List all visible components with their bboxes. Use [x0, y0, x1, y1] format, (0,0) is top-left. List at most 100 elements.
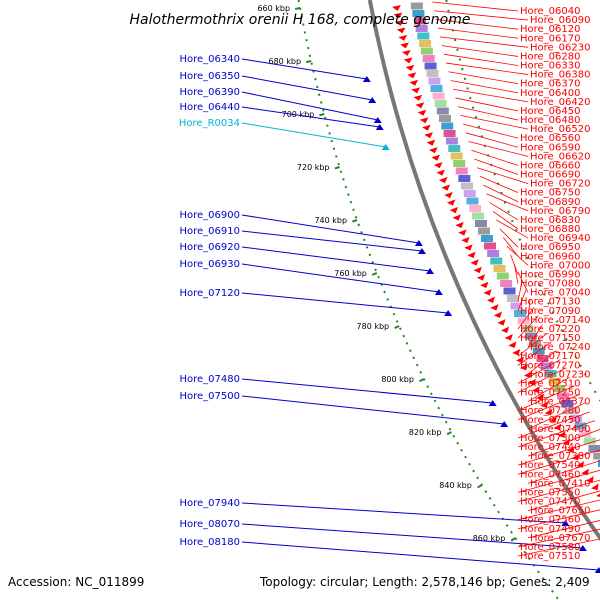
gene-leader-line	[241, 230, 423, 252]
minus-strand-gene-label: Hore_08070	[180, 519, 241, 530]
gene-leader-line	[527, 298, 531, 320]
minus-strand-gene-label: Hore_06440	[180, 102, 241, 113]
plus-strand-gene-arrow	[473, 266, 482, 274]
plus-strand-gene-arrow	[446, 199, 456, 206]
gene-leader-line	[434, 10, 529, 21]
plus-strand-gene-label: Hore_07410	[530, 478, 591, 489]
plus-strand-gene-arrow	[424, 132, 433, 139]
plus-strand-gene-arrow	[436, 169, 445, 176]
minus-strand-gene-label: Hore_R0034	[179, 118, 240, 129]
gene-leader-line	[241, 395, 505, 425]
plus-strand-gene-label: Hore_07510	[520, 551, 581, 562]
plus-strand-gene-label: Hore_07490	[520, 524, 581, 535]
plus-strand-gene-arrow	[490, 304, 499, 311]
cog-category-block	[548, 377, 561, 385]
plus-strand-gene-arrow	[586, 476, 594, 483]
cog-category-block	[415, 25, 428, 32]
gene-leader-line	[241, 263, 439, 293]
gene-leader-line	[517, 420, 596, 448]
plus-strand-gene-arrow	[398, 35, 408, 41]
cog-category-block	[472, 212, 485, 220]
plus-strand-gene-label: Hore_07310	[520, 378, 581, 389]
plus-strand-gene-arrow	[519, 363, 528, 371]
ruler-tick-label: 760 kbp	[334, 269, 367, 278]
plus-strand-gene-arrow	[549, 416, 557, 423]
plus-strand-gene-arrow	[405, 64, 415, 71]
plus-strand-gene-label: Hore_07040	[530, 288, 591, 299]
gene-leader-line	[492, 210, 519, 230]
plus-strand-gene-arrow	[395, 20, 404, 26]
plus-strand-gene-label: Hore_06790	[530, 206, 591, 217]
plus-strand-gene-label: Hore_06450	[520, 106, 581, 117]
cog-category-block	[598, 460, 600, 467]
plus-strand-gene-arrow	[426, 139, 436, 146]
cog-category-block	[410, 2, 423, 10]
gene-leader-line	[517, 499, 600, 521]
gene-leader-line	[499, 228, 519, 248]
plus-strand-gene-label: Hore_07130	[520, 297, 581, 308]
genome-backbone-arc	[367, 0, 600, 541]
gene-leader-line	[486, 193, 529, 212]
plus-strand-gene-arrow	[493, 311, 502, 319]
gene-leader-line	[517, 538, 600, 557]
gene-leader-line	[441, 45, 519, 57]
plus-strand-gene-label: Hore_06480	[520, 115, 581, 126]
plus-strand-gene-arrow	[532, 386, 540, 393]
plus-strand-gene-arrow	[396, 27, 406, 34]
gene-leader-line	[527, 402, 585, 430]
ruler-tick-label: 800 kbp	[381, 375, 414, 384]
plus-strand-gene-label: Hore_07170	[520, 351, 581, 362]
gene-leader-line	[241, 541, 599, 571]
gene-leader-line	[527, 490, 600, 511]
plus-strand-gene-arrow	[516, 356, 525, 363]
gene-leader-line	[437, 27, 519, 39]
cog-category-block	[445, 137, 458, 145]
plus-strand-gene-arrow	[401, 49, 411, 56]
cog-category-block	[484, 242, 497, 250]
minus-strand-gene-label: Hore_07480	[180, 374, 241, 385]
gene-leader-line	[527, 460, 600, 484]
plus-strand-gene-label: Hore_07230	[530, 369, 591, 380]
cog-category-block	[477, 227, 490, 235]
plus-strand-gene-arrow	[567, 446, 575, 453]
gene-leader-line	[517, 528, 600, 548]
ruler-tick	[419, 378, 425, 383]
minus-strand-gene-label: Hore_06910	[180, 226, 241, 237]
plus-strand-gene-label: Hore_07650	[530, 506, 591, 517]
plus-strand-gene-label: Hore_06960	[520, 251, 581, 262]
minus-strand-gene-label: Hore_06340	[180, 54, 241, 65]
ruler-tick	[306, 60, 312, 64]
gene-leader-line	[452, 88, 529, 103]
ruler-tick	[477, 484, 483, 489]
cog-category-block	[583, 437, 596, 445]
cog-category-block	[458, 175, 471, 182]
plus-strand-gene-label: Hore_07560	[520, 515, 581, 526]
minus-strand-gene-label: Hore_08180	[180, 537, 241, 548]
plus-strand-gene-label: Hore_06380	[530, 70, 591, 81]
gene-leader-line	[432, 1, 519, 12]
ruler-tick	[446, 431, 452, 436]
gene-leader-line	[517, 411, 590, 439]
plus-strand-gene-arrow	[419, 117, 429, 124]
gene-leader-line	[517, 469, 600, 493]
ruler-tick	[334, 166, 340, 170]
backbone-layer	[367, 0, 600, 541]
ruler-tick-label: 660 kbp	[257, 4, 290, 13]
gene-leader-line	[517, 307, 535, 330]
plus-strand-gene-label: Hore_06620	[530, 151, 591, 162]
gene-leader-line	[463, 123, 519, 139]
gene-leader-line	[527, 520, 600, 539]
cog-category-block	[422, 55, 435, 62]
plus-strand-gene-label: Hore_07450	[520, 415, 581, 426]
cog-category-block	[436, 107, 449, 115]
plus-strand-gene-arrow	[411, 87, 421, 94]
cog-category-block	[474, 220, 487, 227]
plus-strand-gene-arrow	[544, 408, 553, 416]
cog-category-block	[552, 385, 565, 392]
cog-category-block	[528, 340, 541, 347]
plus-strand-gene-label: Hore_06330	[520, 61, 581, 72]
gene-leader-line	[241, 91, 378, 121]
plus-strand-gene-label: Hore_07460	[520, 469, 581, 480]
cog-category-block	[432, 92, 445, 100]
gene-leader-line	[513, 263, 519, 284]
